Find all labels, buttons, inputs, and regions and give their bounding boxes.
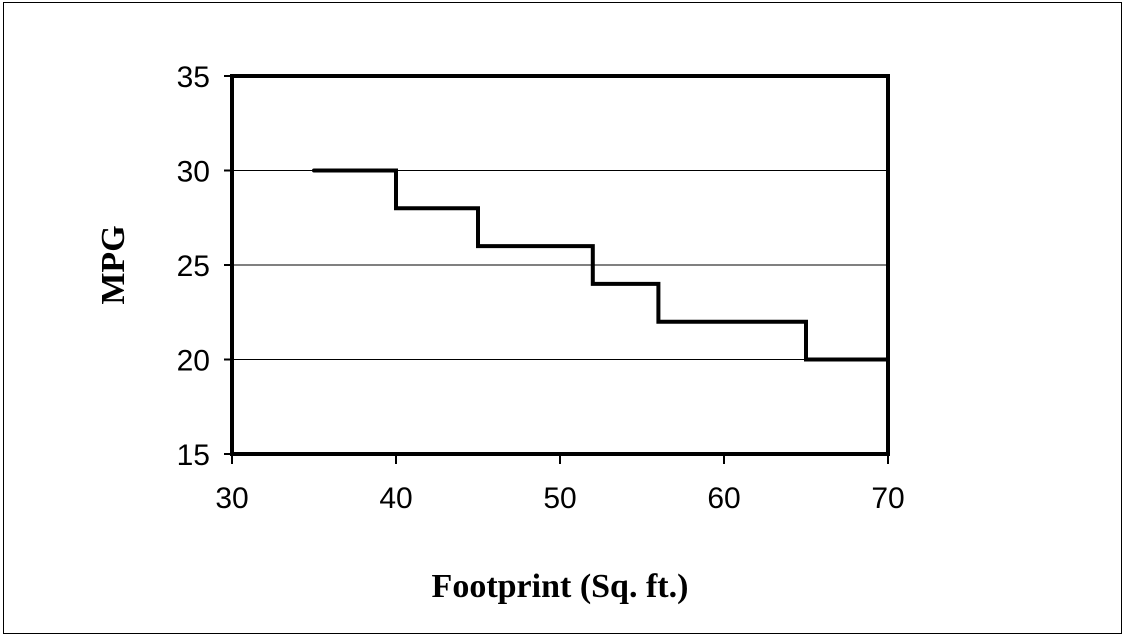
gridlines <box>232 170 888 360</box>
x-axis-title: Footprint (Sq. ft.) <box>432 568 689 605</box>
x-tick-label: 60 <box>707 482 740 515</box>
x-ticks: 30 40 50 60 70 <box>215 454 905 515</box>
x-tick-label: 70 <box>871 482 904 515</box>
y-tick-label: 35 <box>177 61 210 94</box>
chart-frame <box>3 2 1122 634</box>
y-tick-label: 15 <box>177 439 210 472</box>
y-tick-label: 30 <box>177 156 210 189</box>
x-tick-label: 50 <box>543 482 576 515</box>
series-layer <box>312 168 890 362</box>
series-line-0 <box>312 168 890 362</box>
x-tick-label: 30 <box>215 482 248 515</box>
y-tick-label: 25 <box>177 250 210 283</box>
y-tick-label: 20 <box>177 345 210 378</box>
x-tick-label: 40 <box>379 482 412 515</box>
y-axis-title: MPG <box>95 225 132 304</box>
y-ticks: 15 20 25 30 35 <box>177 61 232 472</box>
